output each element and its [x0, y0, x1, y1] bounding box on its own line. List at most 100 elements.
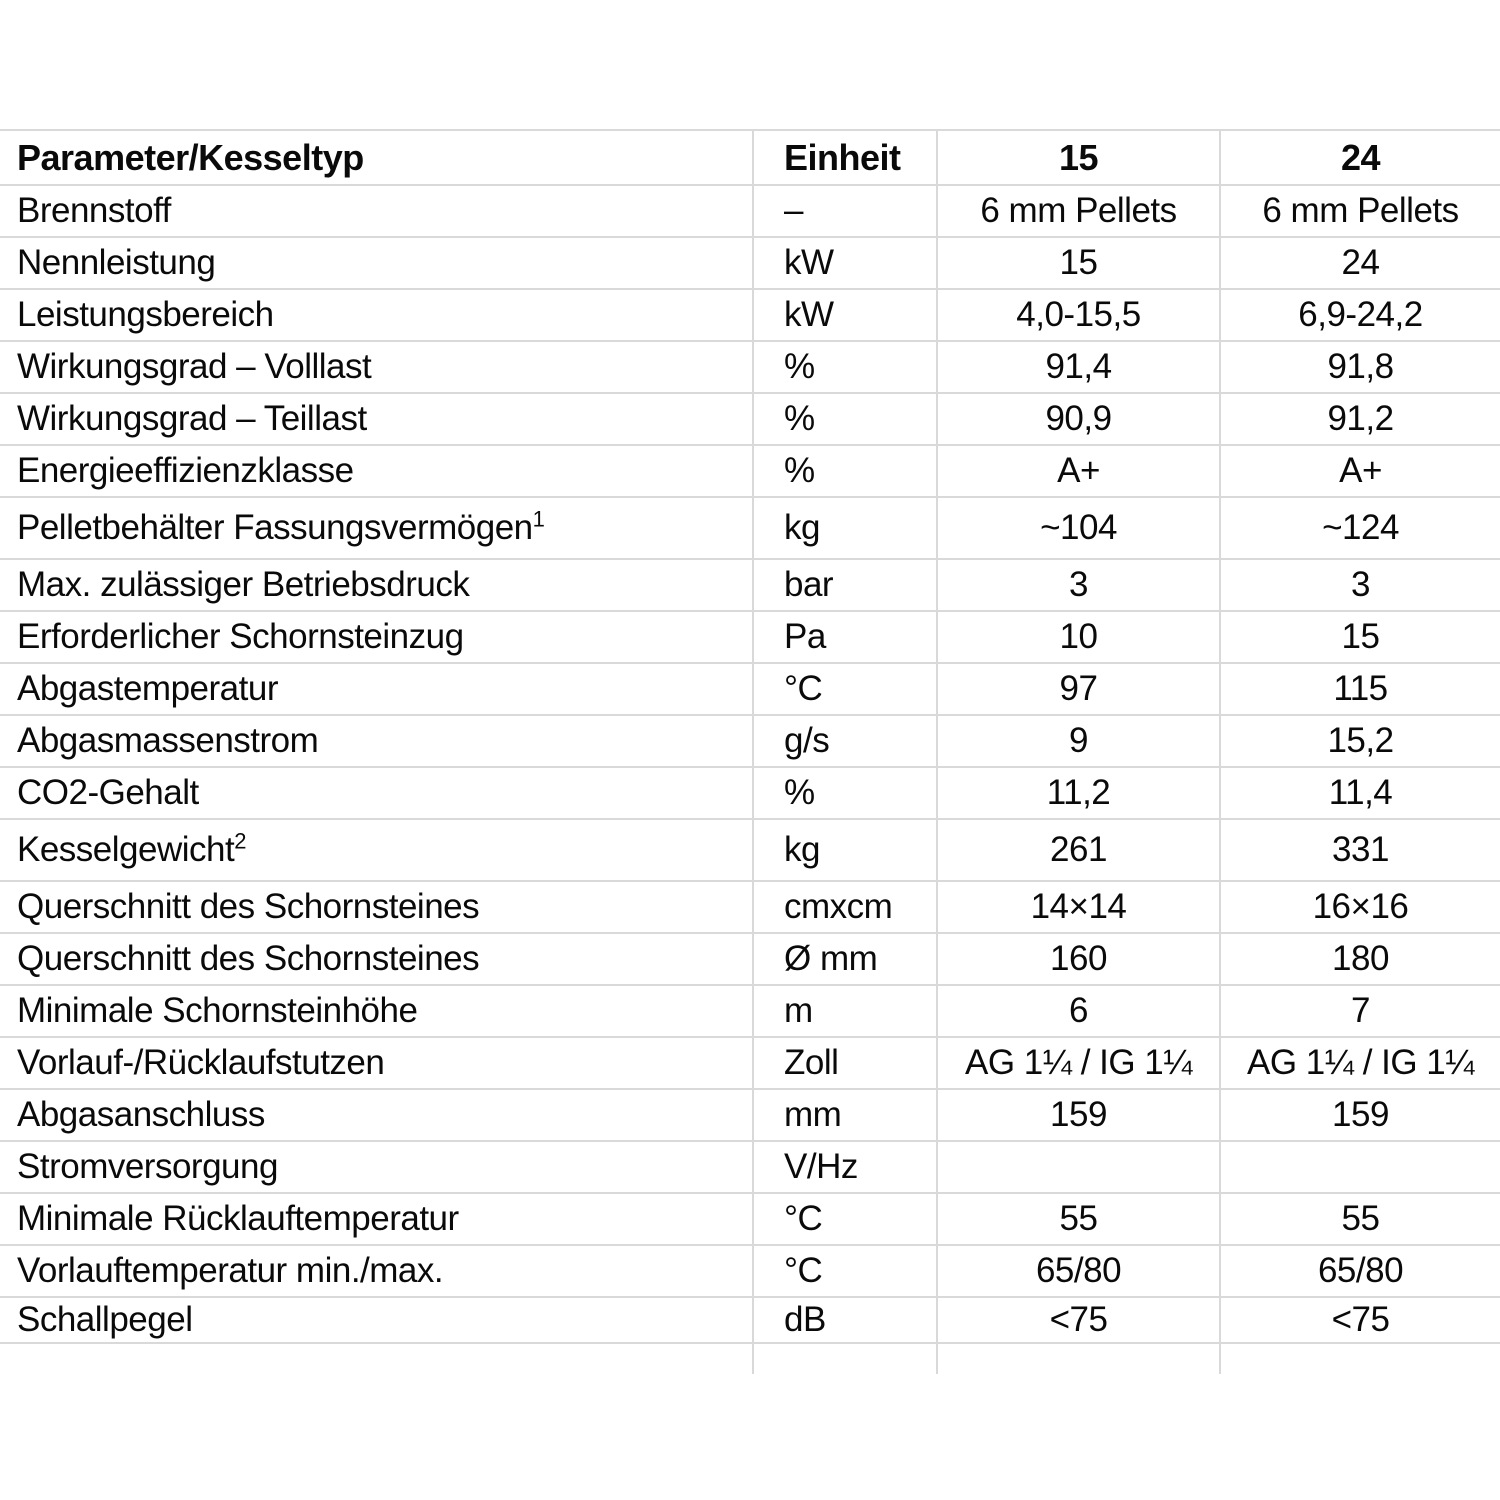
unit-cell: g/s: [752, 715, 937, 768]
table-row: Schallpegel dB <75 <75: [0, 1297, 1500, 1344]
unit-cell: %: [752, 445, 937, 498]
unit-cell: kg: [752, 819, 937, 882]
unit-cell: Ø mm: [752, 933, 937, 986]
param-cell: Nennleistung: [0, 237, 753, 290]
value-cell-model-24: ~124: [1219, 497, 1500, 560]
param-cell: Abgastemperatur: [0, 663, 753, 716]
table-row: Erforderlicher Schornsteinzug Pa 10 15: [0, 611, 1500, 664]
value-cell-model-15: 91,4: [936, 341, 1220, 394]
value-cell-model-24: 91,8: [1219, 341, 1500, 394]
param-cell: Wirkungsgrad – Volllast: [0, 341, 753, 394]
unit-cell: °C: [752, 663, 937, 716]
unit-cell: Zoll: [752, 1037, 937, 1090]
footnote-marker: 2: [234, 828, 247, 854]
value-cell-model-15: 14×14: [936, 881, 1220, 934]
value-cell-model-15: 10: [936, 611, 1220, 664]
value-cell-model-24: 115: [1219, 663, 1500, 716]
param-cell: Abgasmassenstrom: [0, 715, 753, 768]
empty-cell: [1219, 1343, 1500, 1374]
value-cell-model-24: <75: [1219, 1297, 1500, 1344]
unit-cell: V/Hz: [752, 1141, 937, 1194]
unit-cell: cmxcm: [752, 881, 937, 934]
table-row: Minimale Schornsteinhöhe m 6 7: [0, 985, 1500, 1038]
table-row: Max. zulässiger Betriebsdruck bar 3 3: [0, 559, 1500, 612]
param-cell: Minimale Rücklauftemperatur: [0, 1193, 753, 1246]
table-row: Wirkungsgrad – Teillast% 90,9 91,2: [0, 393, 1500, 446]
value-cell-model-24: 24: [1219, 237, 1500, 290]
empty-cell: [936, 1343, 1220, 1374]
value-cell-model-15: 97: [936, 663, 1220, 716]
value-cell-model-15: 4,0-15,5: [936, 289, 1220, 342]
empty-cell: [0, 1343, 753, 1374]
value-cell-model-15: 11,2: [936, 767, 1220, 820]
value-cell-model-15: 90,9: [936, 393, 1220, 446]
column-header-einheit: Einheit: [752, 129, 937, 186]
empty-cell: [752, 1343, 937, 1374]
value-cell-model-24: 3: [1219, 559, 1500, 612]
value-cell-model-15: ~104: [936, 497, 1220, 560]
table-row: Pelletbehälter Fassungsvermögen1 kg ~104 ~1…: [0, 497, 1500, 560]
value-cell-model-15: 159: [936, 1089, 1220, 1142]
unit-cell: °C: [752, 1245, 937, 1298]
value-cell-model-24: 180: [1219, 933, 1500, 986]
unit-cell: bar: [752, 559, 937, 612]
value-cell-model-24: [1219, 1141, 1500, 1194]
value-cell-model-15: [936, 1141, 1220, 1194]
value-cell-model-15: <75: [936, 1297, 1220, 1344]
value-cell-model-24: 6,9-24,2: [1219, 289, 1500, 342]
value-cell-model-24: 16×16: [1219, 881, 1500, 934]
value-cell-model-24: AG 1¼ / IG 1¼: [1219, 1037, 1500, 1090]
table-row: Vorlauftemperatur min./max. °C 65/80 65/80: [0, 1245, 1500, 1298]
table-row: Abgastemperatur °C 97 115: [0, 663, 1500, 716]
table-row: Vorlauf-/Rücklaufstutzen Zoll AG 1¼ / IG 1…: [0, 1037, 1500, 1090]
value-cell-model-24: 7: [1219, 985, 1500, 1038]
value-cell-model-15: 65/80: [936, 1245, 1220, 1298]
column-header-parameter: Parameter/Kesseltyp: [0, 129, 753, 186]
table-row: Energieeffizienzklasse% A+ A+: [0, 445, 1500, 498]
table-row: Querschnitt des Schornsteines cmxcm 14×14 1…: [0, 881, 1500, 934]
param-cell: Pelletbehälter Fassungsvermögen1: [0, 497, 753, 560]
table-row: Minimale Rücklauftemperatur °C 55 55: [0, 1193, 1500, 1246]
value-cell-model-15: 15: [936, 237, 1220, 290]
param-cell: Kesselgewicht2: [0, 819, 753, 882]
value-cell-model-24: 6 mm Pellets: [1219, 185, 1500, 238]
unit-cell: kg: [752, 497, 937, 560]
value-cell-model-15: 9: [936, 715, 1220, 768]
param-cell: Vorlauf-/Rücklaufstutzen: [0, 1037, 753, 1090]
value-cell-model-15: 6 mm Pellets: [936, 185, 1220, 238]
table-row: Kesselgewicht2 kg 261 331: [0, 819, 1500, 882]
value-cell-model-15: 261: [936, 819, 1220, 882]
value-cell-model-24: 11,4: [1219, 767, 1500, 820]
spec-table-container: Parameter/Kesseltyp Einheit 15 24 Brenns…: [0, 129, 1500, 1374]
table-row: CO2-Gehalt% 11,2 11,4: [0, 767, 1500, 820]
column-header-model-24: 24: [1219, 129, 1500, 186]
value-cell-model-15: 55: [936, 1193, 1220, 1246]
param-cell: Brennstoff: [0, 185, 753, 238]
unit-cell: kW: [752, 237, 937, 290]
unit-cell: %: [752, 393, 937, 446]
unit-cell: mm: [752, 1089, 937, 1142]
unit-cell: °C: [752, 1193, 937, 1246]
param-cell: Leistungsbereich: [0, 289, 753, 342]
value-cell-model-24: 331: [1219, 819, 1500, 882]
table-row: Leistungsbereich kW 4,0-15,5 6,9-24,2: [0, 289, 1500, 342]
param-cell: Max. zulässiger Betriebsdruck: [0, 559, 753, 612]
param-cell: Stromversorgung: [0, 1141, 753, 1194]
table-row: Stromversorgung V/Hz: [0, 1141, 1500, 1194]
unit-cell: m: [752, 985, 937, 1038]
param-cell: Erforderlicher Schornsteinzug: [0, 611, 753, 664]
header-row: Parameter/Kesseltyp Einheit 15 24: [0, 129, 1500, 186]
value-cell-model-24: 15: [1219, 611, 1500, 664]
value-cell-model-24: 91,2: [1219, 393, 1500, 446]
value-cell-model-15: 160: [936, 933, 1220, 986]
table-row: Abgasmassenstrom g/s 9 15,2: [0, 715, 1500, 768]
param-cell: Schallpegel: [0, 1297, 753, 1344]
param-cell: Querschnitt des Schornsteines: [0, 933, 753, 986]
param-cell: Energieeffizienzklasse: [0, 445, 753, 498]
value-cell-model-24: 15,2: [1219, 715, 1500, 768]
param-cell: Vorlauftemperatur min./max.: [0, 1245, 753, 1298]
table-row: Abgasanschluss mm 159 159: [0, 1089, 1500, 1142]
unit-cell: –: [752, 185, 937, 238]
param-cell: CO2-Gehalt: [0, 767, 753, 820]
